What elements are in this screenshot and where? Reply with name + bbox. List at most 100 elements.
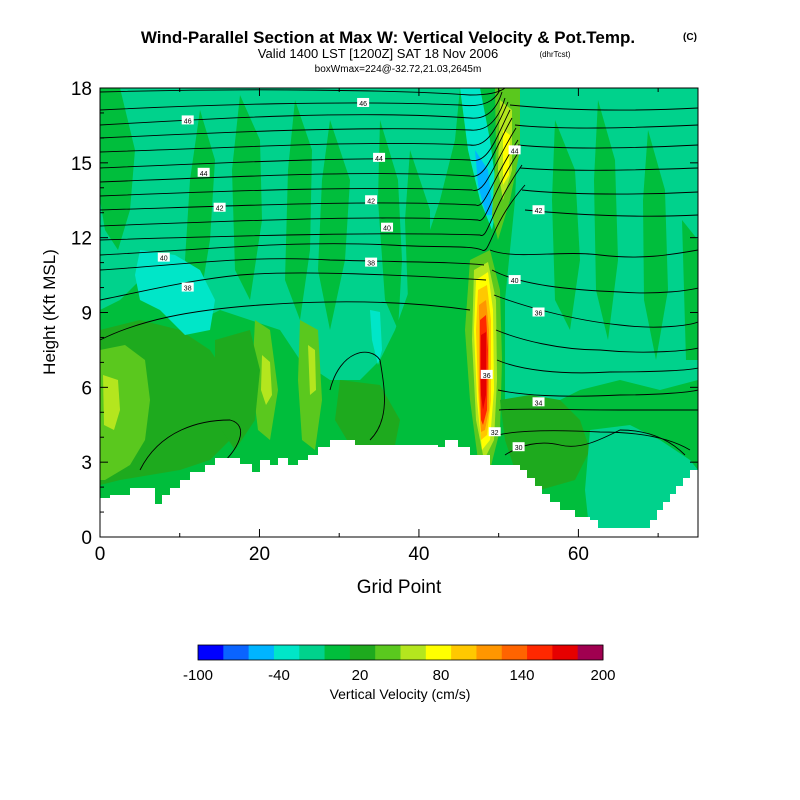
contour-label: 40 bbox=[511, 278, 519, 285]
contour-label-box bbox=[488, 427, 501, 437]
contour-label: 44 bbox=[375, 156, 383, 163]
colorbar-swatch bbox=[375, 645, 401, 660]
contour-label-box bbox=[532, 397, 545, 407]
contour-line bbox=[514, 124, 698, 129]
contour-line bbox=[504, 429, 686, 456]
colorbar-swatch bbox=[198, 645, 224, 660]
contour-line bbox=[496, 359, 698, 374]
contour-line bbox=[489, 249, 698, 258]
contour-line bbox=[100, 117, 513, 183]
colorbar-tick-label: -100 bbox=[183, 667, 213, 684]
y-axis-label: Height (Kft MSL) bbox=[40, 249, 59, 375]
colorbar-frame bbox=[197, 644, 604, 661]
x-axis: 0 20 40 60 bbox=[95, 88, 659, 565]
contour-label: 38 bbox=[367, 261, 375, 268]
colorbar-swatch bbox=[400, 645, 427, 660]
contour-label: 36 bbox=[535, 311, 543, 318]
colorbar-swatch bbox=[527, 645, 553, 660]
contour-line bbox=[100, 89, 501, 111]
contour-label: 42 bbox=[535, 208, 543, 215]
colorbar-swatch bbox=[476, 645, 503, 660]
contour-label-box bbox=[373, 152, 386, 162]
contour-label-box bbox=[532, 307, 545, 317]
velocity-region bbox=[405, 150, 430, 360]
contour-line bbox=[517, 144, 698, 149]
contour-label-box bbox=[508, 145, 521, 155]
contour-label-box bbox=[480, 369, 493, 379]
velocity-region bbox=[594, 100, 618, 340]
colorbar-label: Vertical Velocity (cm/s) bbox=[330, 686, 471, 702]
contour-line bbox=[497, 430, 691, 451]
contour-label-box bbox=[365, 257, 378, 267]
velocity-region bbox=[475, 150, 493, 215]
contour-label-box bbox=[365, 195, 378, 205]
colorbar: -100 -40 20 80 140 200 bbox=[183, 644, 616, 684]
velocity-region bbox=[552, 120, 580, 330]
contour-line bbox=[100, 127, 517, 197]
contour-label: 32 bbox=[491, 430, 499, 437]
velocity-region bbox=[335, 380, 400, 445]
contour-line bbox=[139, 419, 242, 471]
contour-label: 42 bbox=[216, 206, 224, 213]
contour-labels: 46 46 44 44 44 42 42 42 40 40 40 38 38 36 36 34 32 30 bbox=[157, 97, 545, 452]
x-tick-label: 20 bbox=[249, 544, 270, 565]
velocity-region bbox=[370, 310, 382, 365]
contour-label: 44 bbox=[200, 171, 208, 178]
velocity-region bbox=[500, 395, 590, 490]
colorbar-swatch bbox=[248, 645, 275, 660]
colorbar-swatch bbox=[501, 645, 528, 660]
contour-line bbox=[100, 149, 521, 227]
velocity-region bbox=[503, 130, 510, 185]
contour-label: 46 bbox=[184, 118, 192, 125]
colorbar-swatch bbox=[425, 645, 452, 660]
contour-label: 46 bbox=[359, 101, 367, 108]
contour-line bbox=[521, 189, 698, 195]
theta-contours bbox=[100, 88, 698, 471]
contour-label: 36 bbox=[483, 373, 491, 380]
contour-label: 30 bbox=[515, 445, 523, 452]
velocity-region bbox=[261, 355, 272, 405]
velocity-region bbox=[318, 120, 350, 330]
chart-title: Wind-Parallel Section at Max W: Vertical… bbox=[141, 28, 635, 47]
y-tick-label: 9 bbox=[81, 304, 92, 325]
contour-label: 42 bbox=[367, 198, 375, 205]
colorbar-swatch bbox=[223, 645, 250, 660]
contour-label: 38 bbox=[184, 286, 192, 293]
velocity-region bbox=[308, 345, 316, 395]
colorbar-tick-label: -40 bbox=[268, 667, 290, 684]
contour-label-box bbox=[512, 442, 525, 452]
contour-line bbox=[100, 88, 506, 96]
chart-title-tag: (C) bbox=[683, 32, 697, 43]
contour-label: 44 bbox=[511, 148, 519, 155]
colorbar-swatch bbox=[324, 645, 351, 660]
chart-subtitle-2: boxWmax=224@-32.72,21.03,2645m bbox=[315, 64, 482, 75]
chart-subtitle: Valid 1400 LST [1200Z] SAT 18 Nov 2006 bbox=[258, 46, 498, 61]
colorbar-swatch bbox=[451, 645, 477, 660]
contour-line bbox=[498, 408, 698, 411]
contour-label-box bbox=[197, 167, 210, 177]
chart-subtitle-tag: (dhrTcst) bbox=[539, 50, 570, 59]
contour-line bbox=[100, 164, 523, 241]
colorbar-swatch bbox=[299, 645, 326, 660]
contour-line bbox=[100, 97, 506, 139]
contour-label-box bbox=[357, 97, 370, 107]
colorbar-swatch bbox=[552, 645, 579, 660]
colorbar-swatch bbox=[349, 645, 376, 660]
contour-label: 40 bbox=[160, 256, 168, 263]
colorbar-swatch bbox=[577, 645, 604, 660]
y-tick-label: 18 bbox=[71, 79, 92, 100]
y-tick-label: 15 bbox=[71, 154, 92, 175]
y-tick-label: 6 bbox=[81, 378, 92, 399]
contour-line bbox=[100, 109, 511, 169]
colorbar-tick-label: 140 bbox=[509, 667, 534, 684]
velocity-region bbox=[185, 110, 215, 300]
contour-label-box bbox=[381, 222, 394, 232]
colorbar-swatch bbox=[273, 645, 300, 660]
contour-line bbox=[100, 91, 503, 126]
contour-line bbox=[497, 389, 698, 397]
contour-line bbox=[493, 294, 698, 328]
contour-line bbox=[519, 167, 698, 171]
contour-line bbox=[509, 104, 698, 111]
contour-line bbox=[329, 351, 385, 441]
